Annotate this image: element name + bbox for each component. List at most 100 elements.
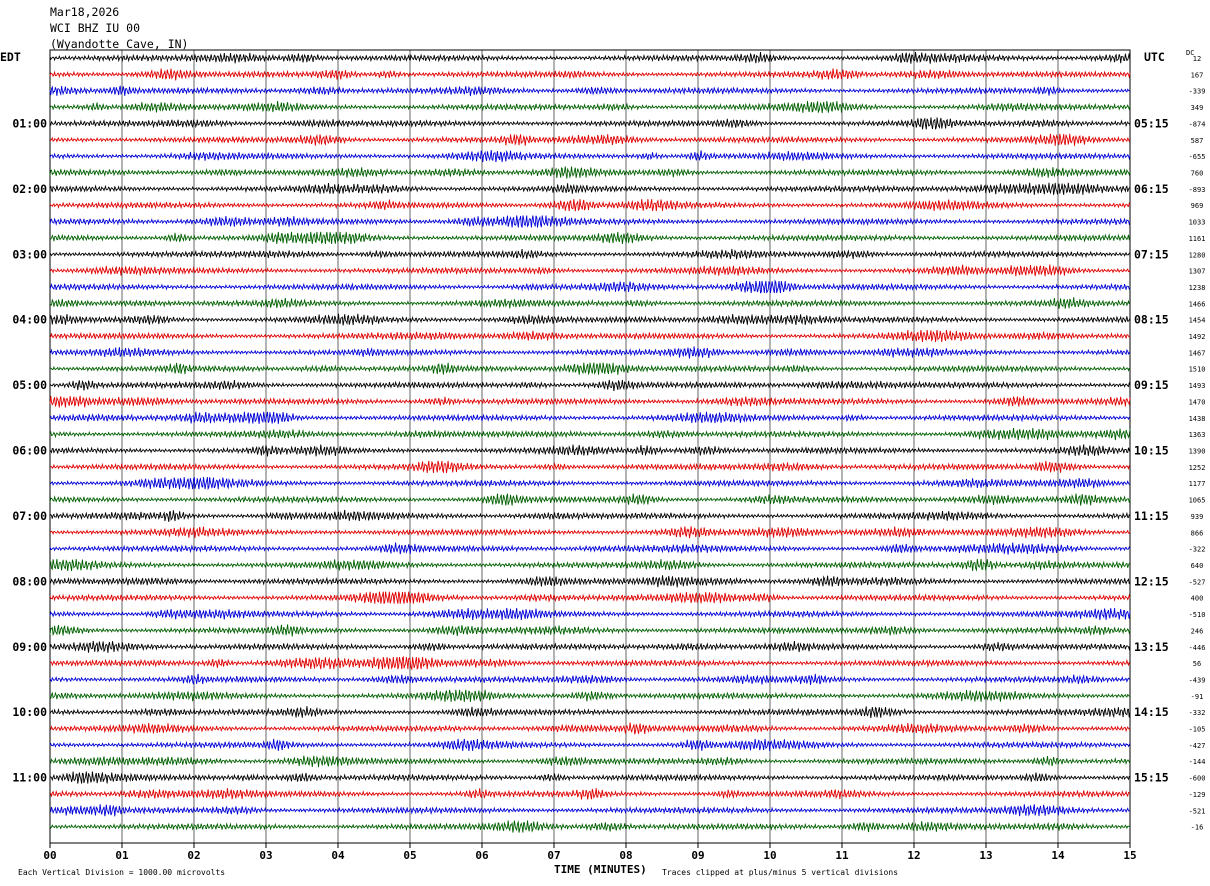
left-hour-label: 09:00 [12, 640, 47, 654]
dc-offset-label: -322 [1189, 546, 1206, 554]
x-tick-label: 01 [115, 849, 129, 862]
dc-offset-label: 400 [1191, 595, 1204, 603]
x-tick-label: 11 [835, 849, 849, 862]
x-tick-label: 15 [1123, 849, 1136, 862]
dc-offset-label: 1161 [1189, 235, 1206, 243]
dc-offset-label: 1467 [1189, 349, 1206, 357]
clip-note: Traces clipped at plus/minus 5 vertical … [662, 868, 899, 877]
dc-offset-label: 246 [1191, 627, 1204, 635]
dc-offset-label: -144 [1189, 758, 1206, 766]
x-tick-label: 05 [403, 849, 416, 862]
x-tick-label: 07 [547, 849, 560, 862]
trace-line [49, 444, 1131, 457]
trace-line [49, 313, 1131, 326]
dc-offset-label: 1065 [1189, 497, 1206, 505]
dc-offset-label: -105 [1189, 726, 1206, 734]
trace-line [49, 264, 1131, 277]
left-hour-label: 08:00 [12, 574, 47, 588]
scale-note: Each Vertical Division = 1000.00 microvo… [18, 868, 226, 877]
dc-offset-label: -16 [1191, 824, 1204, 832]
right-hour-label: 06:15 [1134, 182, 1169, 196]
dc-offset-label: 1033 [1189, 219, 1206, 227]
dc-offset-label: -874 [1189, 120, 1206, 128]
trace-line [49, 738, 1131, 751]
dc-offset-label: 760 [1191, 169, 1204, 177]
trace-line [49, 624, 1131, 637]
dc-offset-label: 939 [1191, 513, 1204, 521]
trace-line [49, 640, 1131, 653]
trace-line [49, 297, 1131, 309]
trace-line [49, 655, 1131, 671]
dc-offset-label: -339 [1189, 88, 1206, 96]
dc-offset-label: 1470 [1189, 398, 1206, 406]
dc-offset-label: -439 [1189, 676, 1206, 684]
right-hour-label: 14:15 [1134, 705, 1169, 719]
plot-frame [49, 49, 1131, 844]
header-date: Mar18,2026 [50, 5, 120, 19]
dc-offset-label: 587 [1191, 137, 1204, 145]
x-tick-label: 14 [1051, 849, 1065, 862]
dc-offset-label: 1492 [1189, 333, 1206, 341]
left-hour-label: 07:00 [12, 509, 47, 523]
dc-offset-label: 167 [1191, 71, 1204, 79]
trace-line [49, 477, 1131, 491]
header-location: (Wyandotte Cave, IN) [50, 37, 189, 51]
trace-line [49, 460, 1131, 474]
trace-line [49, 279, 1131, 294]
dc-offset-label: 1493 [1189, 382, 1206, 390]
trace-line [49, 706, 1131, 719]
trace-line [49, 558, 1131, 572]
left-hour-label: 05:00 [12, 378, 47, 392]
trace-line [49, 820, 1131, 833]
trace-line [49, 166, 1131, 179]
x-tick-label: 13 [979, 849, 992, 862]
left-timezone-label: EDT [0, 50, 21, 64]
trace-line [49, 411, 1131, 424]
trace-line [49, 607, 1131, 621]
trace-line [49, 362, 1131, 376]
trace-line [49, 346, 1130, 359]
trace-line [49, 787, 1131, 800]
trace-line [49, 133, 1131, 146]
trace-line [49, 526, 1131, 539]
dc-offset-label: -655 [1189, 153, 1206, 161]
x-tick-label: 03 [259, 849, 272, 862]
trace-line [49, 248, 1131, 260]
left-hour-label: 03:00 [12, 247, 47, 261]
dc-offset-label: 12 [1193, 55, 1201, 63]
right-hour-label: 07:15 [1134, 247, 1169, 261]
left-hour-label: 02:00 [12, 182, 47, 196]
trace-line [49, 149, 1131, 163]
dc-offset-label: 1252 [1189, 464, 1206, 472]
trace-line [49, 493, 1131, 506]
dc-offset-label: -527 [1189, 578, 1206, 586]
dc-offset-label: -129 [1189, 791, 1206, 799]
trace-line [49, 85, 1131, 97]
dc-offset-label: 866 [1191, 529, 1204, 537]
x-tick-label: 02 [187, 849, 200, 862]
left-hour-label: 11:00 [12, 771, 47, 785]
dc-offset-label: -510 [1189, 611, 1206, 619]
dc-offset-label: -446 [1189, 644, 1206, 652]
x-tick-label: 10 [763, 849, 776, 862]
trace-line [49, 329, 1131, 343]
trace-line [49, 575, 1131, 588]
dc-offset-label: 969 [1191, 202, 1204, 210]
trace-line [49, 509, 1131, 522]
trace-line [49, 804, 1131, 817]
dc-offset-label: 1177 [1189, 480, 1206, 488]
trace-line [49, 722, 1131, 735]
x-tick-label: 06 [475, 849, 489, 862]
dc-offset-label: 1510 [1189, 366, 1206, 374]
dc-offset-label: 1307 [1189, 268, 1206, 276]
x-tick-label: 04 [331, 849, 345, 862]
dc-offset-label: -521 [1189, 807, 1206, 815]
left-hour-label: 10:00 [12, 705, 47, 719]
left-hour-label: 01:00 [12, 116, 47, 130]
dc-offset-label: 349 [1191, 104, 1204, 112]
left-hour-label: 04:00 [12, 313, 47, 327]
trace-line [49, 182, 1131, 195]
right-hour-label: 09:15 [1134, 378, 1169, 392]
trace-line [49, 771, 1131, 784]
